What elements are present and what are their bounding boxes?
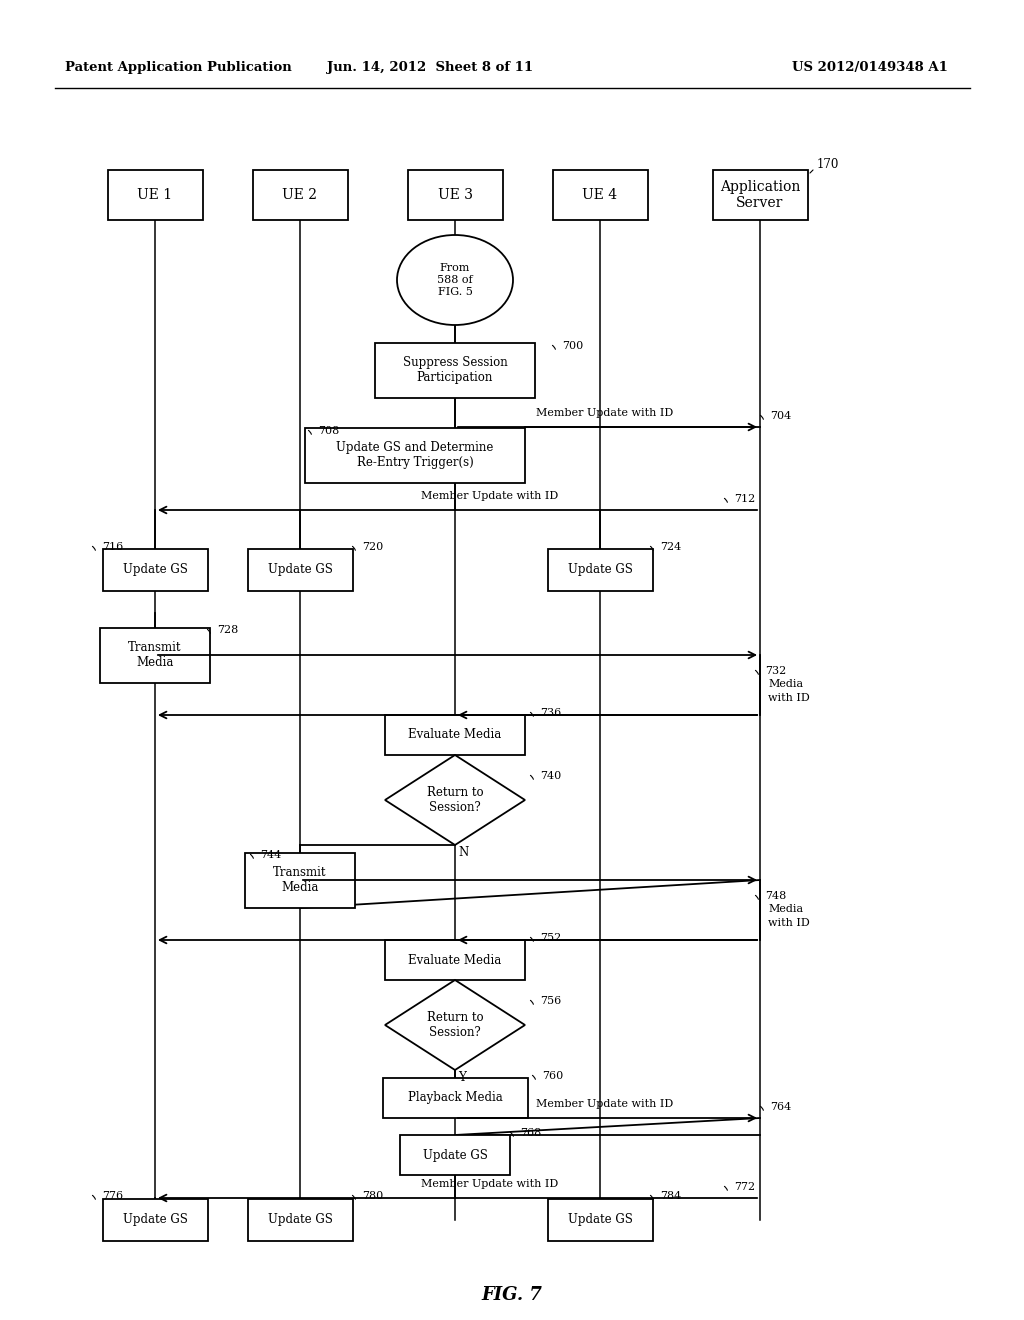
- Bar: [108, 170, 203, 220]
- Text: 748: 748: [765, 891, 786, 902]
- Text: 712: 712: [734, 494, 756, 504]
- Text: Evaluate Media: Evaluate Media: [409, 729, 502, 742]
- Bar: [305, 428, 525, 483]
- Bar: [245, 853, 355, 908]
- Text: 736: 736: [540, 708, 561, 718]
- Bar: [400, 1135, 510, 1175]
- Text: 700: 700: [562, 341, 584, 351]
- Text: Suppress Session
Participation: Suppress Session Participation: [402, 356, 507, 384]
- Text: 768: 768: [520, 1129, 542, 1138]
- Text: 772: 772: [734, 1181, 755, 1192]
- Text: Update GS: Update GS: [567, 564, 633, 577]
- Polygon shape: [385, 755, 525, 845]
- Text: 716: 716: [102, 543, 123, 552]
- Text: Update GS: Update GS: [567, 1213, 633, 1226]
- Bar: [385, 940, 525, 979]
- Text: Patent Application Publication: Patent Application Publication: [65, 62, 292, 74]
- Text: 708: 708: [318, 426, 339, 436]
- Text: Update GS: Update GS: [267, 564, 333, 577]
- Bar: [375, 342, 535, 397]
- Text: Application
Server: Application Server: [720, 180, 800, 210]
- Text: Member Update with ID: Member Update with ID: [537, 1100, 674, 1109]
- Text: 170: 170: [817, 158, 840, 172]
- Text: 744: 744: [260, 850, 282, 861]
- Bar: [408, 170, 503, 220]
- Text: Update GS: Update GS: [123, 1213, 187, 1226]
- Text: Update GS: Update GS: [123, 564, 187, 577]
- Text: Media: Media: [768, 678, 803, 689]
- Text: Member Update with ID: Member Update with ID: [421, 491, 559, 502]
- Text: 752: 752: [540, 933, 561, 942]
- Text: with ID: with ID: [768, 917, 810, 928]
- Bar: [248, 549, 352, 591]
- Text: 724: 724: [660, 543, 681, 552]
- Text: Update GS: Update GS: [423, 1148, 487, 1162]
- Text: UE 2: UE 2: [283, 187, 317, 202]
- Text: Member Update with ID: Member Update with ID: [537, 408, 674, 418]
- Bar: [548, 549, 652, 591]
- Text: 760: 760: [542, 1071, 563, 1081]
- Bar: [553, 170, 647, 220]
- Text: From
588 of
FIG. 5: From 588 of FIG. 5: [437, 264, 473, 297]
- Text: 704: 704: [770, 411, 792, 421]
- Text: Y: Y: [458, 1071, 466, 1084]
- Bar: [548, 1199, 652, 1241]
- Text: 756: 756: [540, 997, 561, 1006]
- Text: Media: Media: [768, 904, 803, 913]
- Text: 740: 740: [540, 771, 561, 781]
- Text: Jun. 14, 2012  Sheet 8 of 11: Jun. 14, 2012 Sheet 8 of 11: [327, 62, 534, 74]
- Bar: [100, 627, 210, 682]
- Text: with ID: with ID: [768, 693, 810, 704]
- Text: Playback Media: Playback Media: [408, 1092, 503, 1105]
- Bar: [253, 170, 347, 220]
- Text: Transmit
Media: Transmit Media: [273, 866, 327, 894]
- Text: UE 1: UE 1: [137, 187, 173, 202]
- Polygon shape: [385, 979, 525, 1071]
- Bar: [102, 549, 208, 591]
- Ellipse shape: [397, 235, 513, 325]
- Text: Update GS and Determine
Re-Entry Trigger(s): Update GS and Determine Re-Entry Trigger…: [336, 441, 494, 469]
- Text: 720: 720: [362, 543, 383, 552]
- Text: UE 4: UE 4: [583, 187, 617, 202]
- Text: 780: 780: [362, 1191, 383, 1201]
- Text: Update GS: Update GS: [267, 1213, 333, 1226]
- Text: Evaluate Media: Evaluate Media: [409, 953, 502, 966]
- Text: 732: 732: [765, 667, 786, 676]
- Text: 728: 728: [217, 624, 239, 635]
- Bar: [102, 1199, 208, 1241]
- Text: 784: 784: [660, 1191, 681, 1201]
- Text: 764: 764: [770, 1102, 792, 1111]
- Text: Transmit
Media: Transmit Media: [128, 642, 181, 669]
- Text: US 2012/0149348 A1: US 2012/0149348 A1: [792, 62, 948, 74]
- Text: Return to
Session?: Return to Session?: [427, 1011, 483, 1039]
- Bar: [713, 170, 808, 220]
- Bar: [385, 715, 525, 755]
- Bar: [248, 1199, 352, 1241]
- Text: 776: 776: [102, 1191, 123, 1201]
- Text: N: N: [458, 846, 468, 859]
- Bar: [383, 1078, 527, 1118]
- Text: Return to
Session?: Return to Session?: [427, 785, 483, 814]
- Text: Member Update with ID: Member Update with ID: [421, 1179, 559, 1189]
- Text: UE 3: UE 3: [437, 187, 472, 202]
- Text: FIG. 7: FIG. 7: [481, 1286, 543, 1304]
